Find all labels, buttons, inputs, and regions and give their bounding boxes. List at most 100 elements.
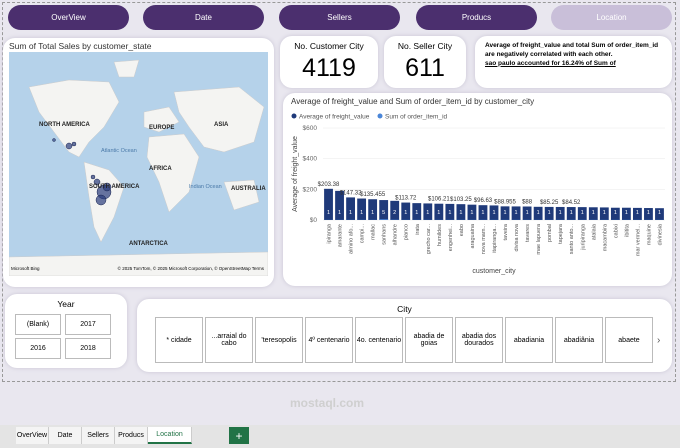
city-option[interactable]: 4º centenario [305, 317, 353, 363]
bar [544, 206, 554, 220]
value-label: $96.63 [474, 198, 493, 204]
map-label: ANTARCTICA [129, 241, 169, 247]
x-tick-label: tapejara [558, 223, 564, 244]
count-label: 1 [526, 210, 529, 216]
legend-label: Sum of order_item_id [385, 114, 448, 121]
value-label: $135.455 [360, 192, 386, 198]
bar [655, 208, 664, 220]
count-label: 1 [349, 210, 352, 216]
bar [533, 206, 543, 220]
kpi-card: No. Customer City 4119 [280, 36, 378, 88]
sheet-tab[interactable]: Producs [115, 427, 148, 444]
count-label: 1 [404, 210, 407, 216]
count-label: 1 [603, 210, 606, 216]
bar [511, 206, 521, 220]
nav-button[interactable]: OverView [8, 5, 129, 30]
x-axis-title: customer_city [472, 268, 516, 275]
city-option[interactable]: abadia dos dourados [455, 317, 503, 363]
kpi-label: No. Customer City [294, 41, 364, 51]
map-label: AUSTRALIA [231, 186, 266, 192]
count-label: 2 [393, 210, 396, 216]
y-tick-label: $0 [310, 217, 318, 224]
count-label: 1 [504, 210, 507, 216]
map-label: Indian Ocean [189, 184, 222, 190]
x-tick-label: alhandre [393, 224, 399, 245]
sheet-tab[interactable]: Location [148, 427, 192, 444]
nav-button[interactable]: Producs [416, 5, 537, 30]
bar [445, 203, 455, 220]
add-tab[interactable]: + [229, 427, 249, 444]
chart-panel: Average of freight_value and Sum of orde… [283, 93, 672, 286]
bar [357, 198, 367, 220]
x-tick-label: taveira [503, 223, 509, 240]
x-tick-label: macambira [602, 223, 608, 251]
city-option[interactable]: abadiânia [555, 317, 603, 363]
bar [566, 207, 576, 220]
bar [335, 190, 344, 220]
bar [368, 199, 378, 220]
year-option[interactable]: (Blank) [15, 314, 61, 335]
year-option[interactable]: 2016 [15, 338, 61, 359]
nav-button[interactable]: Sellers [279, 5, 400, 30]
bar [610, 207, 620, 220]
city-option[interactable]: * cidade [155, 317, 203, 363]
bar [489, 205, 499, 220]
city-option[interactable]: abadiania [505, 317, 553, 363]
city-option[interactable]: abaete [605, 317, 653, 363]
scroll-arrow[interactable]: › [657, 335, 661, 346]
kpi-card: No. Seller City 611 [384, 36, 466, 88]
x-tick-label: divinesia [657, 223, 663, 245]
x-tick-label: ipiranga [327, 223, 333, 244]
y-tick-label: $200 [303, 186, 318, 193]
bar [401, 202, 411, 220]
count-label: 1 [537, 210, 540, 216]
kpi-value: 611 [405, 54, 445, 82]
x-tick-label: humildes [437, 224, 443, 246]
nav-button[interactable]: Location [551, 5, 672, 30]
x-tick-label: cabixi [613, 224, 619, 238]
count-label: 1 [371, 210, 374, 216]
year-option[interactable]: 2018 [65, 338, 111, 359]
x-tick-label: irata [415, 223, 421, 235]
city-option[interactable]: ...arraial do cabo [205, 317, 253, 363]
sheet-tab[interactable]: Date [49, 427, 82, 444]
x-tick-label: amarante [338, 224, 344, 247]
count-bar [379, 219, 389, 220]
year-option[interactable]: 2017 [65, 314, 111, 335]
bubbles [52, 138, 112, 206]
count-label: 1 [515, 210, 518, 216]
watermark: mostaql.com [290, 396, 365, 410]
map-credit: © 2025 TomTom, © 2025 Microsoft Corporat… [118, 265, 265, 271]
x-tick-label: juripiranga [580, 223, 586, 251]
sheet-tab[interactable]: Sellers [82, 427, 115, 444]
count-label: 1 [647, 210, 650, 216]
x-tick-label: mar vermel... [635, 224, 641, 257]
map-label: SOUTH AMERICA [89, 184, 140, 190]
legend-swatch [377, 113, 383, 119]
count-label: 1 [426, 210, 429, 216]
bar [379, 200, 389, 220]
count-label: 1 [492, 210, 495, 216]
bar [522, 206, 532, 220]
map-label: Atlantic Ocean [101, 148, 137, 154]
value-label: $88.955 [494, 199, 516, 205]
insight-text: Average of freight_value and total Sum o… [485, 42, 659, 58]
nav-button[interactable]: Date [143, 5, 264, 30]
sheet-tab[interactable]: OverView [16, 427, 49, 444]
count-label: 1 [360, 210, 363, 216]
city-title: City [397, 304, 412, 314]
value-label: $106.21 [428, 197, 450, 203]
bar [324, 188, 333, 220]
map-label: EUROPE [149, 125, 174, 131]
x-tick-label: ibitita [624, 223, 630, 237]
city-option[interactable]: 4o. centenario [355, 317, 403, 363]
x-tick-label: engenhei... [448, 224, 454, 252]
count-label: 5 [382, 210, 385, 216]
count-label: 1 [338, 210, 341, 216]
city-option[interactable]: 'teresopolis [255, 317, 303, 363]
x-tick-label: almino afo... [349, 224, 355, 254]
city-option[interactable]: abadia de goias [405, 317, 453, 363]
map-title: Sum of Total Sales by customer_state [9, 41, 152, 51]
count-label: 1 [448, 210, 451, 216]
